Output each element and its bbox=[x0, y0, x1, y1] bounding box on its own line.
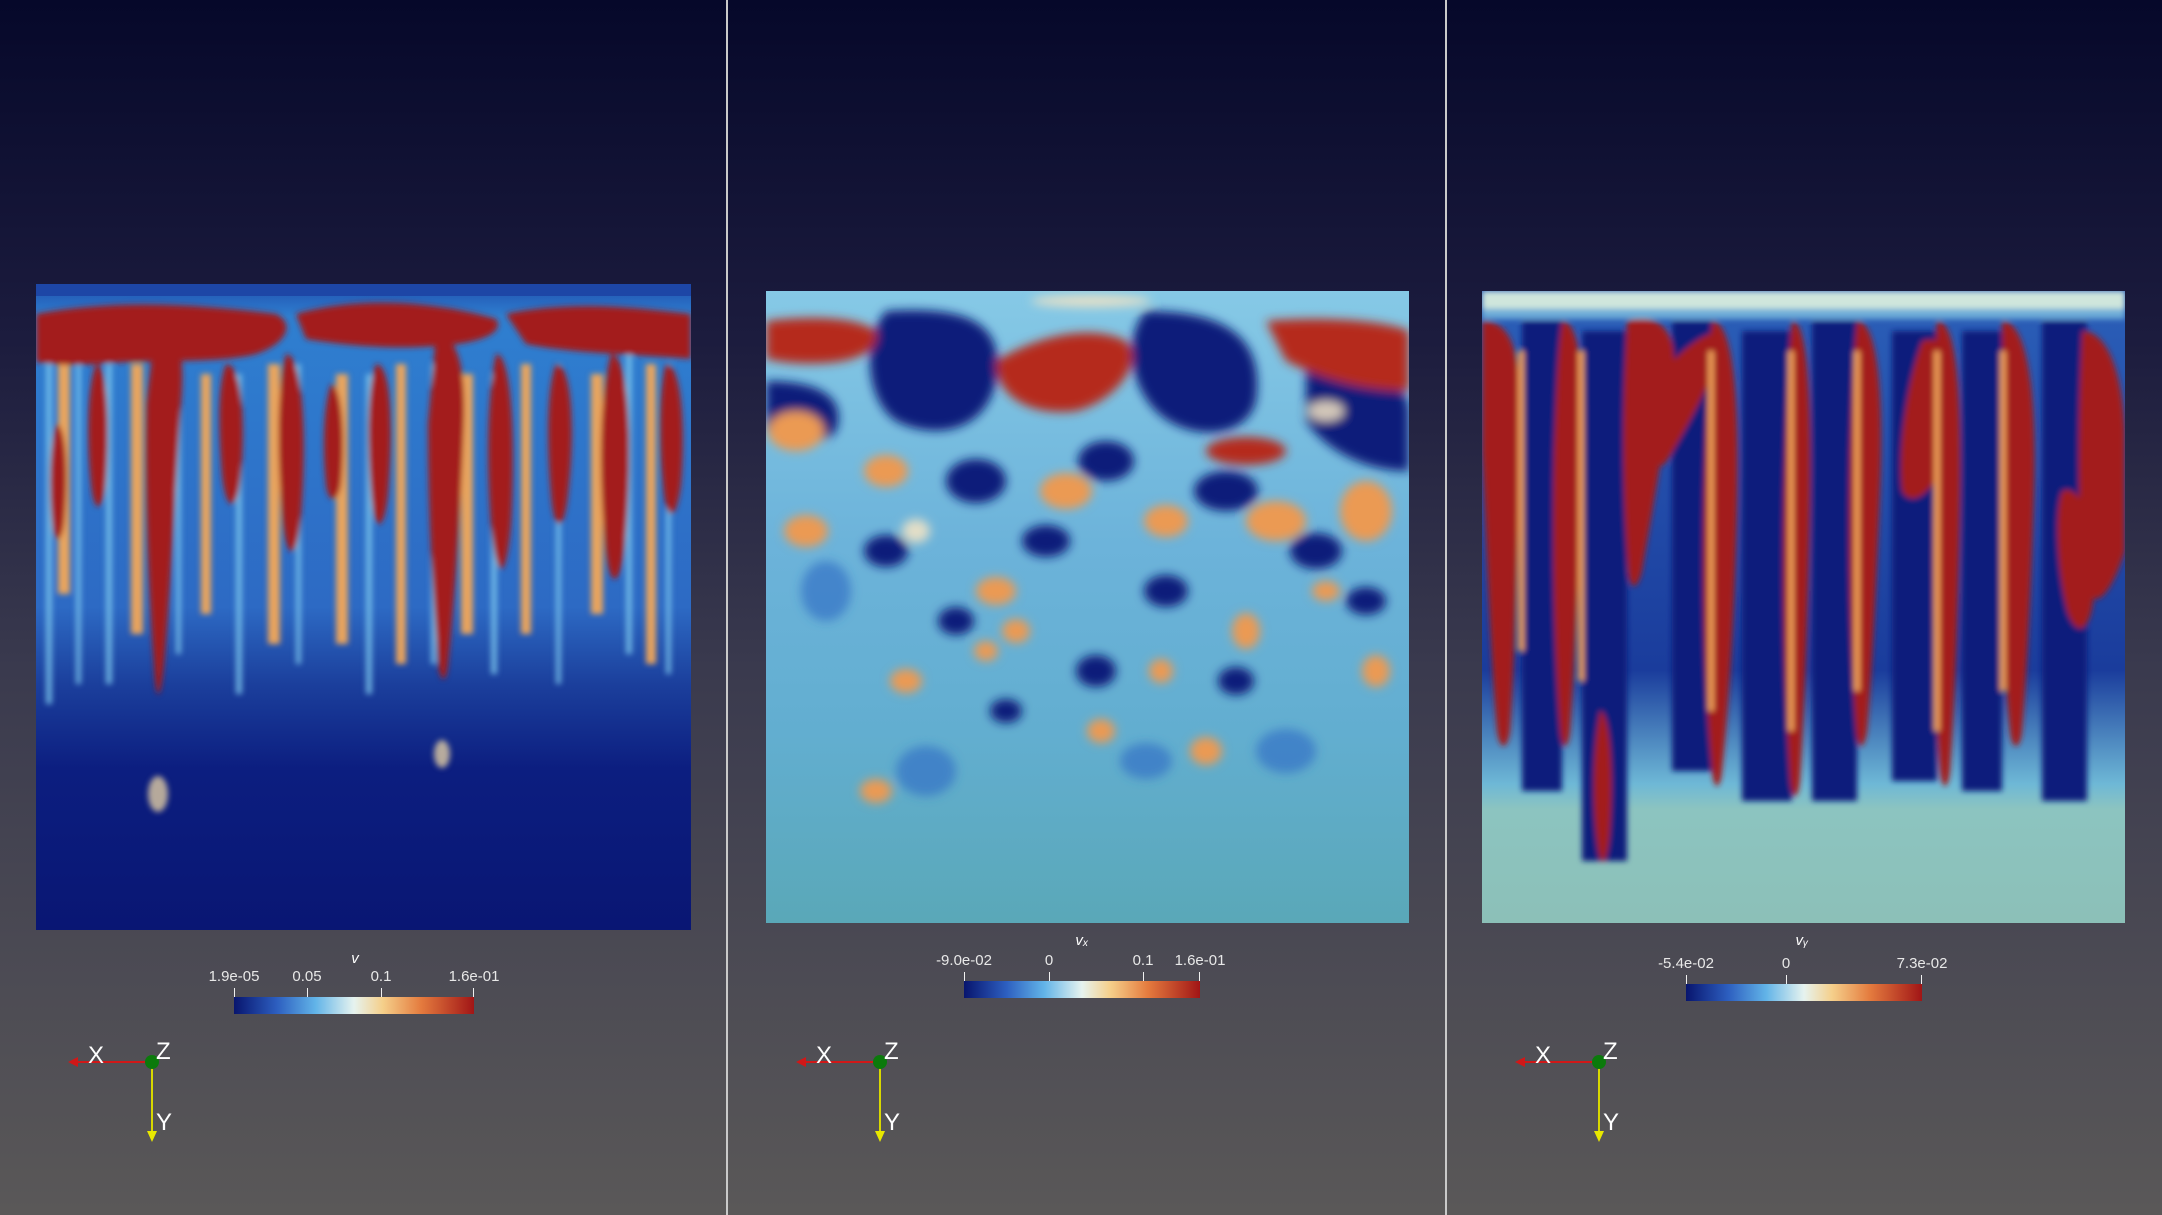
orientation-axes: X Y Z bbox=[60, 1030, 200, 1150]
x-axis-label: X bbox=[1535, 1042, 1551, 1069]
colorbar-tick-label: 1.9e-05 bbox=[208, 968, 260, 985]
y-axis-label: Y bbox=[884, 1109, 900, 1136]
render-view-velocity-magnitude[interactable]: v 1.9e-05 0.05 0.1 1.6e-01 X Y Z bbox=[0, 0, 726, 1215]
view-divider[interactable] bbox=[726, 0, 728, 1215]
z-axis-label: Z bbox=[156, 1038, 171, 1065]
colorbar-tick-label: 0 bbox=[1044, 952, 1054, 969]
velocity-y-image bbox=[1482, 291, 2125, 923]
velocity-magnitude-field[interactable] bbox=[36, 284, 691, 930]
y-axis-label: Y bbox=[156, 1109, 172, 1136]
colorbar-tick-label: 0.1 bbox=[1132, 952, 1154, 969]
colorbar bbox=[1686, 984, 1922, 1001]
colorbar-tick-label: 7.3e-02 bbox=[1896, 955, 1948, 972]
view-divider[interactable] bbox=[1445, 0, 1447, 1215]
colorbar-tick-label: 1.6e-01 bbox=[1174, 952, 1226, 969]
z-axis-label: Z bbox=[1603, 1038, 1618, 1065]
y-axis-label: Y bbox=[1603, 1109, 1619, 1136]
velocity-x-field[interactable] bbox=[766, 291, 1409, 923]
z-axis-point bbox=[873, 1055, 887, 1069]
z-axis-point bbox=[145, 1055, 159, 1069]
orientation-axes: X Y Z bbox=[1507, 1030, 1647, 1150]
render-view-velocity-y[interactable]: vᵧ -5.4e-02 0 7.3e-02 X Y Z bbox=[1447, 0, 2162, 1215]
colorbar-ticks: -5.4e-02 0 7.3e-02 bbox=[1658, 955, 1947, 985]
colorbar bbox=[234, 997, 474, 1014]
velocity-y-field[interactable] bbox=[1482, 291, 2125, 923]
x-axis-label: X bbox=[88, 1042, 104, 1069]
z-axis-label: Z bbox=[884, 1038, 899, 1065]
colorbar-tick-label: -5.4e-02 bbox=[1658, 955, 1714, 972]
colorbar bbox=[964, 981, 1200, 998]
render-view-velocity-x[interactable]: vₓ -9.0e-02 0 0.1 1.6e-01 X Y Z bbox=[728, 0, 1445, 1215]
colorbar-title: vᵧ bbox=[1795, 932, 1809, 949]
colorbar-tick-label: 1.6e-01 bbox=[448, 968, 500, 985]
x-axis-label: X bbox=[816, 1042, 832, 1069]
velocity-x-image bbox=[766, 291, 1409, 923]
colorbar-ticks: -9.0e-02 0 0.1 1.6e-01 bbox=[936, 952, 1225, 982]
colorbar-tick-label: -9.0e-02 bbox=[936, 952, 992, 969]
velocity-magnitude-image bbox=[36, 284, 691, 930]
colorbar-title: v bbox=[351, 950, 359, 967]
colorbar-tick-label: 0.1 bbox=[370, 968, 392, 985]
colorbar-ticks: 1.9e-05 0.05 0.1 1.6e-01 bbox=[209, 968, 499, 998]
colorbar-title: vₓ bbox=[1075, 932, 1089, 949]
orientation-axes: X Y Z bbox=[788, 1030, 928, 1150]
z-axis-point bbox=[1592, 1055, 1606, 1069]
colorbar-tick-label: 0 bbox=[1781, 955, 1791, 972]
colorbar-tick-label: 0.05 bbox=[292, 968, 322, 985]
